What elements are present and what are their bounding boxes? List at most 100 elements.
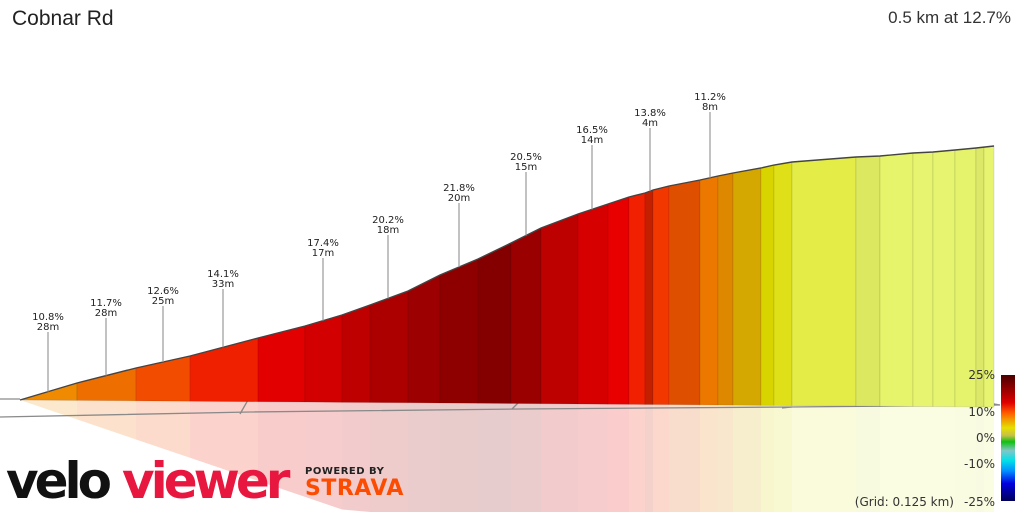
powered-by-label: POWERED BY (305, 466, 385, 477)
annotation-gradient: 20.5% (510, 152, 542, 163)
profile-top-edge (19, 145, 995, 401)
legend-tick-25: 25% (968, 368, 995, 382)
legend-tick-minus25: -25% (964, 495, 995, 509)
profile-segment (760, 164, 775, 406)
powered-by-strava[interactable]: POWERED BY STRAVA (305, 466, 404, 501)
annotation-gradient: 10.8% (32, 312, 64, 323)
floor-segment (578, 404, 608, 512)
annotation-length: 4m (642, 118, 658, 129)
profile-segment (510, 227, 542, 405)
logo-velo: velo (6, 452, 111, 508)
profile-segment (369, 290, 409, 404)
floor-segment (541, 403, 578, 512)
profile-segment (477, 242, 512, 404)
floor-segment (77, 400, 136, 440)
color-scale-bar (1001, 375, 1015, 501)
profile-segment (732, 167, 762, 406)
floor-segment (408, 402, 440, 512)
floor-segment (645, 404, 653, 512)
strava-wordmark: STRAVA (305, 476, 404, 501)
floor-segment (856, 406, 880, 512)
annotation-gradient: 16.5% (576, 125, 608, 136)
floor-segment (305, 402, 342, 510)
legend-tick-0: 0% (976, 431, 995, 445)
profile-segment (407, 274, 441, 404)
floor-segment (629, 404, 645, 512)
floor-segment (774, 405, 792, 512)
floor-segment (478, 403, 511, 512)
floor-segment (913, 406, 933, 512)
floor-segment (933, 406, 955, 512)
veloviewer-logo[interactable]: velo viewer (4, 452, 295, 510)
floor-projection (20, 400, 994, 512)
profile-segment (439, 258, 479, 404)
profile-wall (19, 145, 995, 408)
profile-segment (855, 155, 881, 407)
profile-segment (791, 156, 857, 407)
floor-segment (733, 405, 761, 512)
annotation-gradient: 12.6% (147, 286, 179, 297)
profile-segment (607, 196, 630, 405)
floor-segment (136, 400, 190, 458)
profile-segment (879, 152, 914, 407)
annotation-gradient: 20.2% (372, 215, 404, 226)
floor-segment (653, 404, 669, 512)
profile-segment (644, 189, 654, 405)
floor-segment (976, 406, 984, 512)
annotation-length: 28m (37, 322, 59, 333)
annotation-length: 17m (312, 248, 334, 259)
gradient-annotations: 10.8%28m11.7%28m12.6%25m14.1%33m17.4%17m… (32, 92, 726, 392)
floor-segment (718, 405, 733, 512)
floor-segment (880, 406, 913, 512)
color-scale-legend: 25% 10% 0% -10% -25% (Grid: 0.125 km) (855, 368, 1015, 509)
legend-tick-minus10: -10% (964, 457, 995, 471)
floor-segment (984, 406, 994, 512)
floor-segment (440, 403, 478, 512)
annotation-gradient: 11.7% (90, 298, 122, 309)
profile-segment (773, 161, 793, 406)
segment-title: Cobnar Rd (12, 7, 114, 30)
floor-segment (955, 406, 976, 512)
profile-segment (341, 304, 371, 403)
floor-segment (669, 404, 700, 512)
floor-segment (511, 403, 541, 512)
profile-segment (135, 355, 191, 402)
profile-segment (628, 192, 646, 405)
annotation-length: 28m (95, 308, 117, 319)
profile-segment (540, 213, 579, 405)
floor-segment (20, 400, 77, 420)
profile-segment (257, 325, 306, 403)
annotation-gradient: 21.8% (443, 183, 475, 194)
profile-segment (717, 172, 734, 406)
annotation-gradient: 13.8% (634, 108, 666, 119)
floor-segment (761, 405, 774, 512)
segment-summary: 0.5 km at 12.7% (888, 8, 1011, 27)
floor-segment (700, 404, 718, 512)
annotation-length: 14m (581, 135, 603, 146)
floor-segment (258, 401, 305, 497)
annotation-length: 18m (377, 225, 399, 236)
annotation-gradient: 11.2% (694, 92, 726, 103)
logo-viewer: viewer (122, 452, 291, 508)
grid-note: (Grid: 0.125 km) (855, 495, 954, 509)
profile-segment (652, 185, 670, 406)
annotation-gradient: 14.1% (207, 269, 239, 280)
profile-segment (912, 151, 934, 407)
annotation-length: 33m (212, 279, 234, 290)
floor-segment (190, 401, 258, 481)
annotation-gradient: 17.4% (307, 238, 339, 249)
floor-segment (792, 405, 856, 512)
legend-tick-10: 10% (968, 405, 995, 419)
profile-segment (668, 179, 701, 406)
annotation-length: 8m (702, 102, 718, 113)
profile-segment (304, 314, 343, 403)
profile-segment (699, 175, 719, 406)
annotation-length: 20m (448, 193, 470, 204)
annotation-length: 25m (152, 296, 174, 307)
annotation-length: 15m (515, 162, 537, 173)
floor-segment (608, 404, 629, 512)
floor-segment (342, 402, 370, 512)
floor-segment (370, 402, 408, 512)
profile-segment (577, 203, 609, 405)
